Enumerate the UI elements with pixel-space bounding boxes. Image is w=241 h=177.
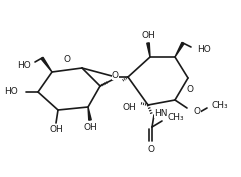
Text: O: O <box>187 84 194 93</box>
Text: O: O <box>112 70 119 79</box>
Text: HO: HO <box>197 44 211 53</box>
Text: O: O <box>147 144 154 153</box>
Text: OH: OH <box>83 122 97 132</box>
Text: O: O <box>63 56 71 64</box>
Text: CH₃: CH₃ <box>211 101 228 110</box>
Text: CH₃: CH₃ <box>168 113 185 121</box>
Polygon shape <box>175 42 184 57</box>
Text: OH: OH <box>122 102 136 112</box>
Polygon shape <box>147 43 150 57</box>
Text: HN: HN <box>154 109 167 118</box>
Text: OH: OH <box>141 32 155 41</box>
Polygon shape <box>88 107 91 120</box>
Text: HO: HO <box>4 87 18 96</box>
Text: OH: OH <box>49 125 63 135</box>
Text: O: O <box>194 107 201 116</box>
Text: HO: HO <box>17 61 31 70</box>
Polygon shape <box>41 57 52 72</box>
